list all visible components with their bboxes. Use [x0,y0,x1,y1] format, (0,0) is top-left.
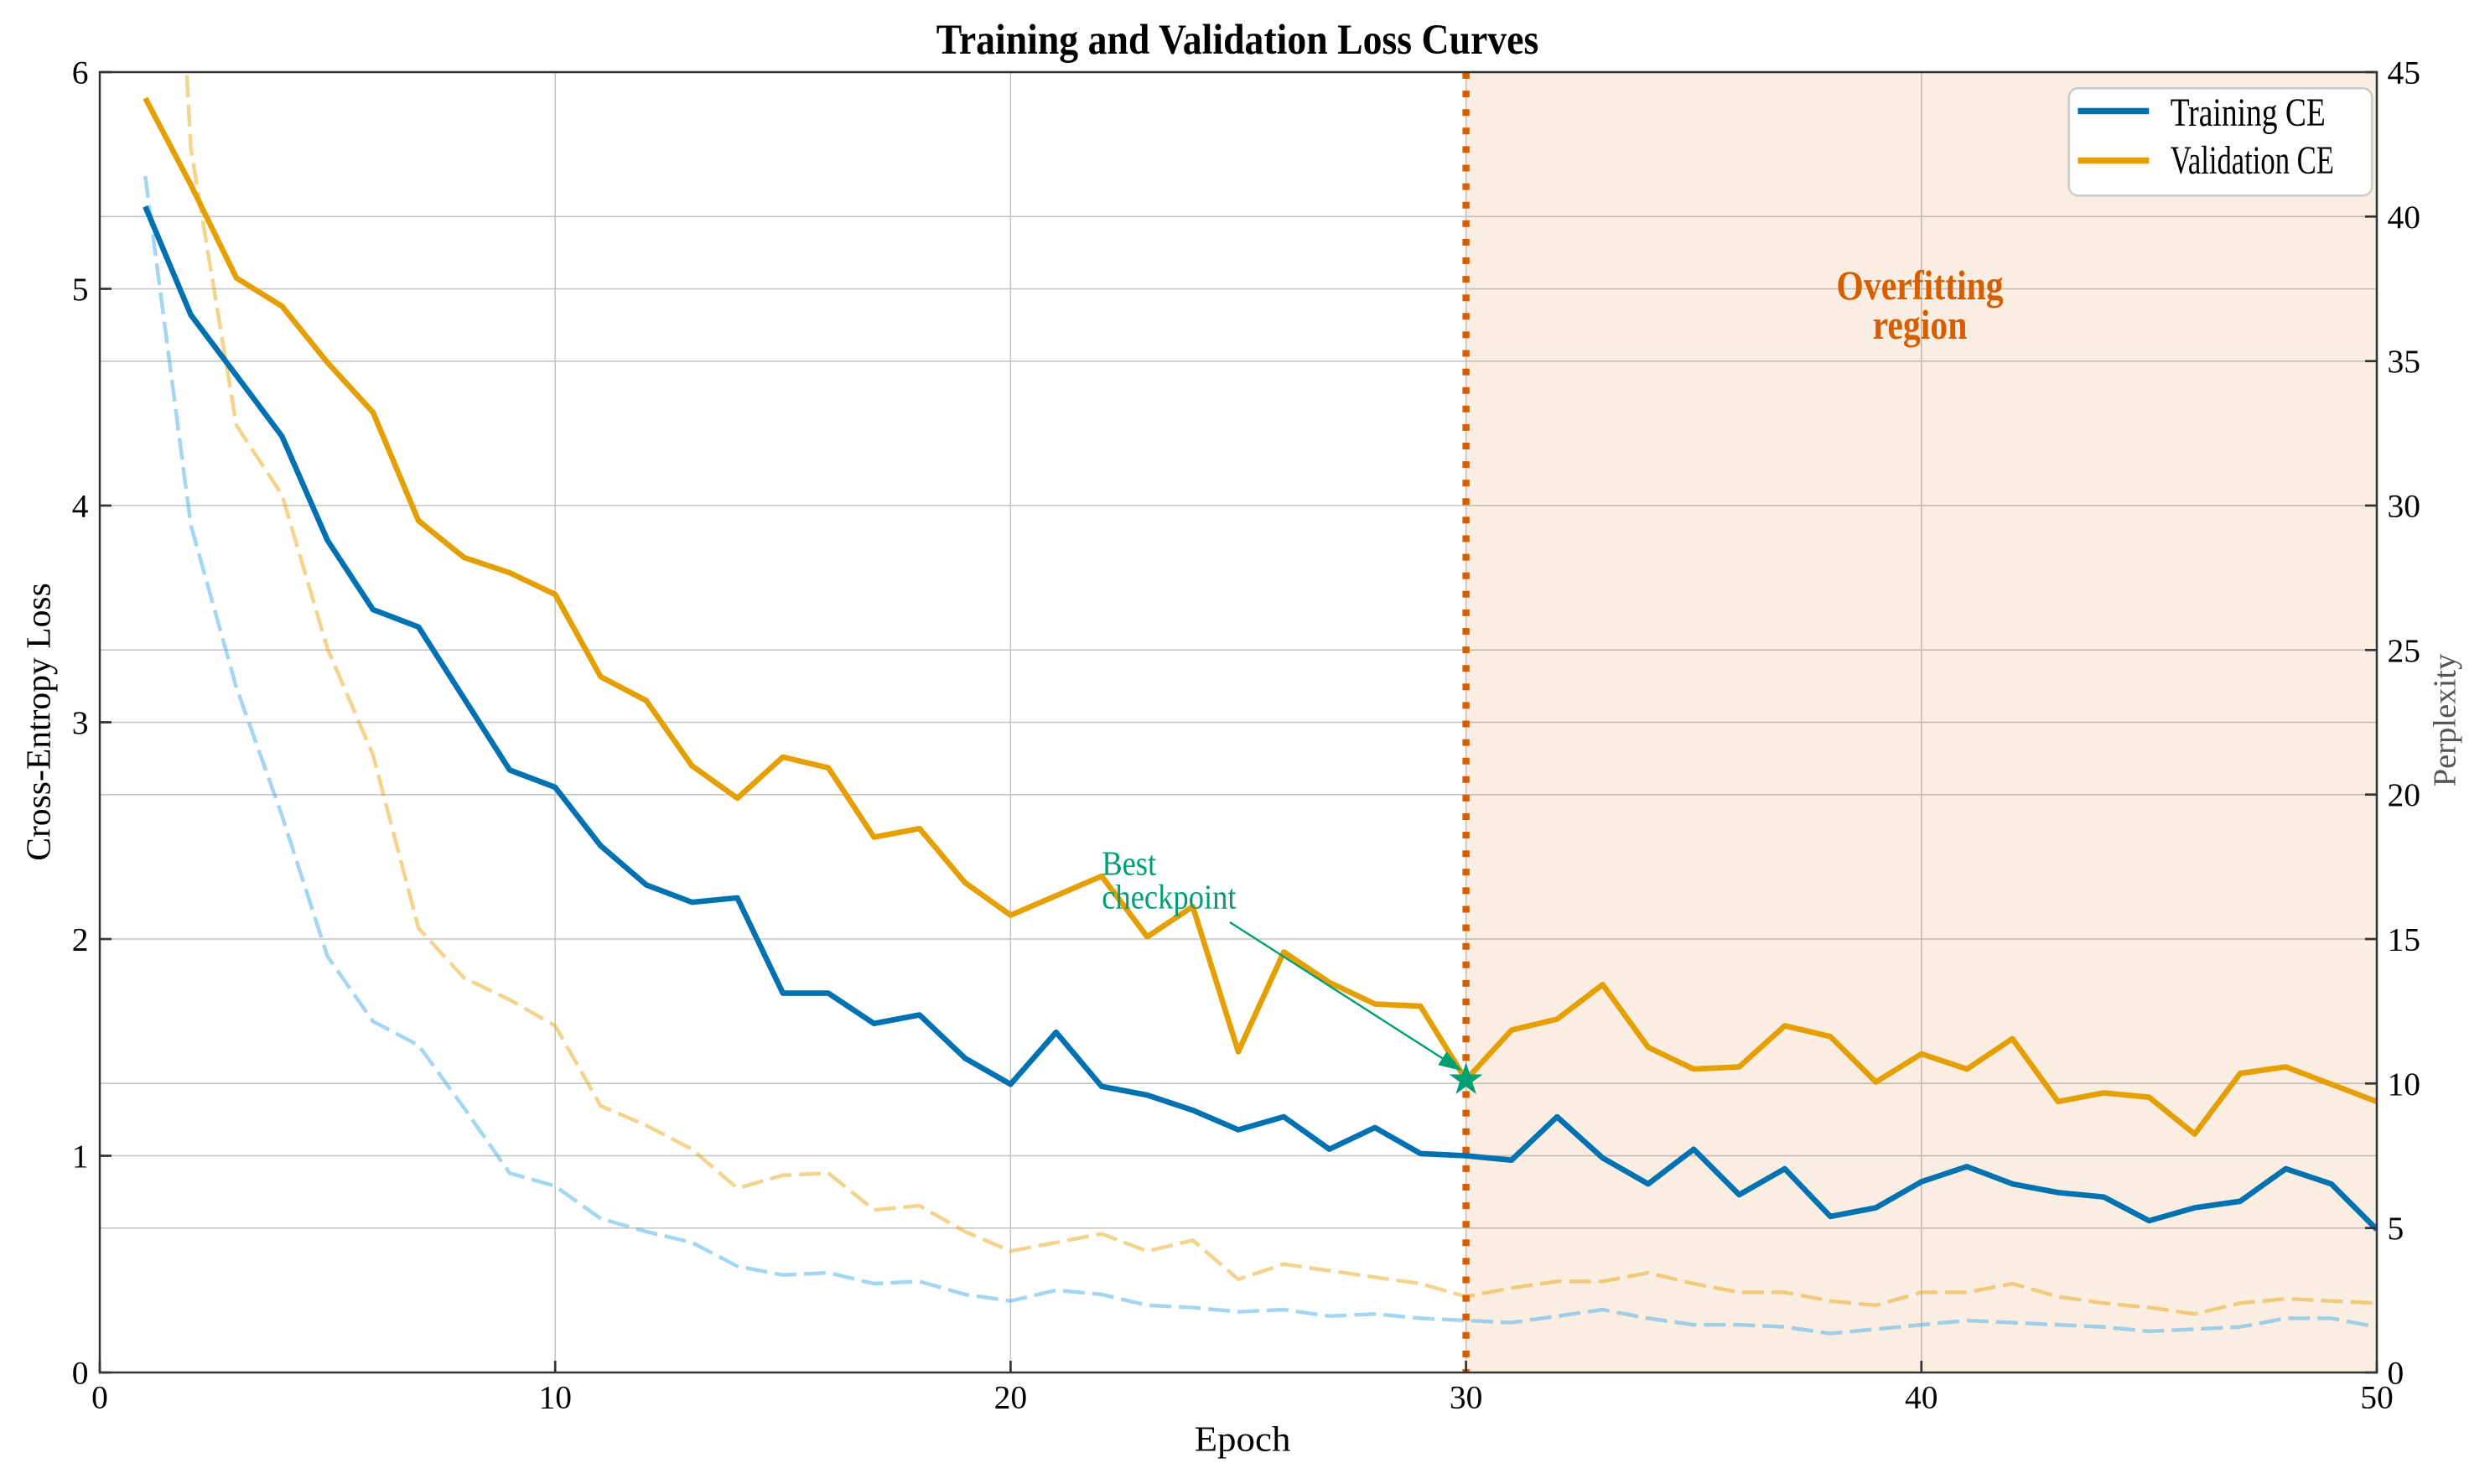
svg-text:35: 35 [2388,343,2421,380]
svg-text:6: 6 [72,54,89,91]
svg-text:40: 40 [2388,199,2421,236]
svg-text:5: 5 [72,271,89,308]
svg-text:Training CE: Training CE [2171,91,2326,135]
svg-text:3: 3 [72,704,89,741]
svg-text:30: 30 [1450,1379,1483,1416]
svg-text:10: 10 [2388,1066,2421,1103]
svg-text:region: region [1873,302,1968,348]
svg-text:1: 1 [72,1138,89,1175]
svg-text:20: 20 [2388,776,2421,813]
svg-text:Best: Best [1102,845,1156,884]
svg-text:Validation CE: Validation CE [2171,139,2334,184]
svg-text:Perplexity: Perplexity [2428,653,2463,786]
svg-text:20: 20 [994,1379,1028,1416]
svg-text:0: 0 [91,1379,108,1416]
svg-text:0: 0 [72,1355,89,1392]
svg-text:15: 15 [2388,921,2421,958]
svg-text:Overfitting: Overfitting [1836,262,2003,309]
svg-text:2: 2 [72,921,89,958]
svg-text:Training and Validation Loss C: Training and Validation Loss Curves [936,16,1539,64]
svg-text:45: 45 [2388,54,2421,91]
svg-text:10: 10 [538,1379,572,1416]
svg-text:40: 40 [1905,1379,1938,1416]
svg-text:0: 0 [2388,1355,2404,1392]
svg-text:30: 30 [2388,488,2421,525]
svg-text:Cross-Entropy Loss: Cross-Entropy Loss [19,583,58,861]
svg-text:checkpoint: checkpoint [1102,879,1236,917]
svg-text:50: 50 [2360,1379,2394,1416]
svg-text:4: 4 [72,488,89,525]
svg-text:25: 25 [2388,632,2421,669]
svg-text:Epoch: Epoch [1195,1420,1291,1460]
svg-text:5: 5 [2388,1210,2404,1247]
